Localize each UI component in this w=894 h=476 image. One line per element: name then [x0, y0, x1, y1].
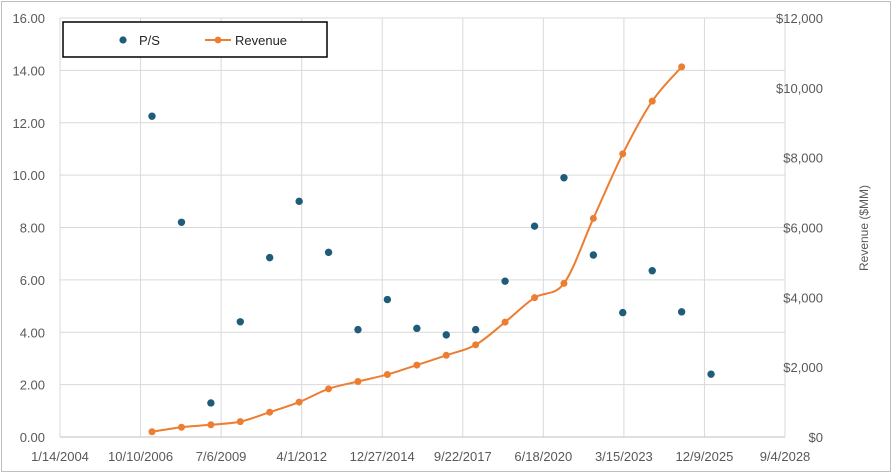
right-y-axis-title: Revenue ($MM) [857, 185, 871, 271]
ps-point [619, 308, 627, 317]
x-tick-label: 12/27/2014 [350, 449, 415, 464]
x-tick-label: 1/14/2004 [31, 449, 89, 464]
legend-ps-label: P/S [139, 33, 160, 48]
x-tick-label: 9/4/2028 [760, 449, 811, 464]
legend-revenue-label: Revenue [235, 33, 287, 48]
revenue-point [501, 318, 509, 326]
ps-series [148, 112, 715, 407]
ps-point [295, 197, 303, 206]
revenue-point [413, 361, 421, 369]
ps-point [560, 174, 568, 182]
revenue-point [472, 341, 480, 349]
x-tick-label: 4/1/2012 [276, 449, 327, 464]
ps-point [354, 325, 362, 334]
ps-point [207, 399, 215, 407]
right-y-tick-label: $8,000 [783, 151, 823, 166]
x-tick-labels: 1/14/2004 10/10/2006 7/6/2009 4/1/2012 12/27… [31, 449, 810, 464]
revenue-point [148, 428, 156, 436]
left-y-tick-label: 6.00 [20, 273, 45, 288]
right-y-tick-label: $12,000 [776, 11, 823, 26]
chart: 1/14/2004 10/10/2006 7/6/2009 4/1/2012 12/27… [12, 11, 871, 464]
revenue-point [531, 294, 539, 302]
revenue-point [442, 351, 450, 359]
ps-point [324, 248, 333, 257]
revenue-point [648, 97, 656, 105]
ps-point [383, 295, 392, 304]
right-y-tick-labels: $0 $2,000 $4,000 $6,000 $8,000 $10,000 $12,000 [776, 11, 823, 445]
revenue-point [295, 398, 303, 406]
ps-point [236, 318, 244, 326]
left-y-tick-label: 4.00 [20, 325, 45, 340]
right-y-tick-label: $0 [809, 430, 823, 445]
ps-point [177, 218, 186, 226]
ps-point [501, 277, 509, 285]
left-y-tick-label: 10.00 [12, 168, 45, 183]
ps-point [265, 253, 274, 262]
ps-point [413, 324, 421, 333]
axes [59, 18, 786, 438]
revenue-point [383, 370, 391, 378]
ps-point [148, 112, 156, 120]
legend-revenue-marker [214, 36, 222, 44]
revenue-point [589, 214, 597, 222]
ps-point [707, 370, 715, 378]
revenue-line [151, 66, 683, 433]
right-y-tick-label: $4,000 [783, 290, 823, 305]
ps-point [589, 251, 598, 259]
legend-box [62, 21, 328, 58]
revenue-point [325, 385, 333, 393]
revenue-point [354, 377, 362, 385]
left-y-tick-label: 12.00 [12, 116, 45, 131]
right-y-tick-label: $2,000 [783, 360, 823, 375]
gridlines [60, 17, 786, 437]
x-tick-label: 7/6/2009 [196, 449, 247, 464]
left-y-tick-label: 14.00 [12, 63, 45, 78]
x-tick-label: 12/9/2025 [676, 449, 734, 464]
legend: P/S Revenue [62, 21, 328, 58]
ps-point [648, 267, 656, 275]
left-y-tick-label: 2.00 [20, 378, 45, 393]
left-y-tick-label: 16.00 [12, 11, 45, 26]
ps-point [530, 222, 539, 230]
x-tick-label: 9/22/2017 [434, 449, 492, 464]
revenue-point [177, 423, 185, 431]
ps-point [677, 308, 686, 316]
revenue-point [560, 279, 568, 287]
revenue-series [148, 63, 686, 436]
left-y-tick-label: 0.00 [20, 430, 45, 445]
legend-ps-marker [119, 36, 127, 44]
left-y-tick-label: 8.00 [20, 221, 45, 236]
revenue-point [266, 408, 274, 416]
revenue-point [619, 150, 627, 158]
right-y-tick-label: $10,000 [776, 81, 823, 96]
x-tick-label: 3/15/2023 [595, 449, 653, 464]
x-tick-label: 10/10/2006 [108, 449, 173, 464]
revenue-point [236, 418, 244, 426]
ps-point [442, 331, 450, 339]
right-y-tick-label: $6,000 [783, 221, 823, 236]
revenue-point [207, 421, 215, 429]
ps-point [471, 325, 480, 334]
x-tick-label: 6/18/2020 [514, 449, 572, 464]
revenue-point [678, 63, 686, 71]
left-y-tick-labels: 0.00 2.00 4.00 6.00 8.00 10.00 12.00 14.00 16.00 [12, 11, 45, 445]
